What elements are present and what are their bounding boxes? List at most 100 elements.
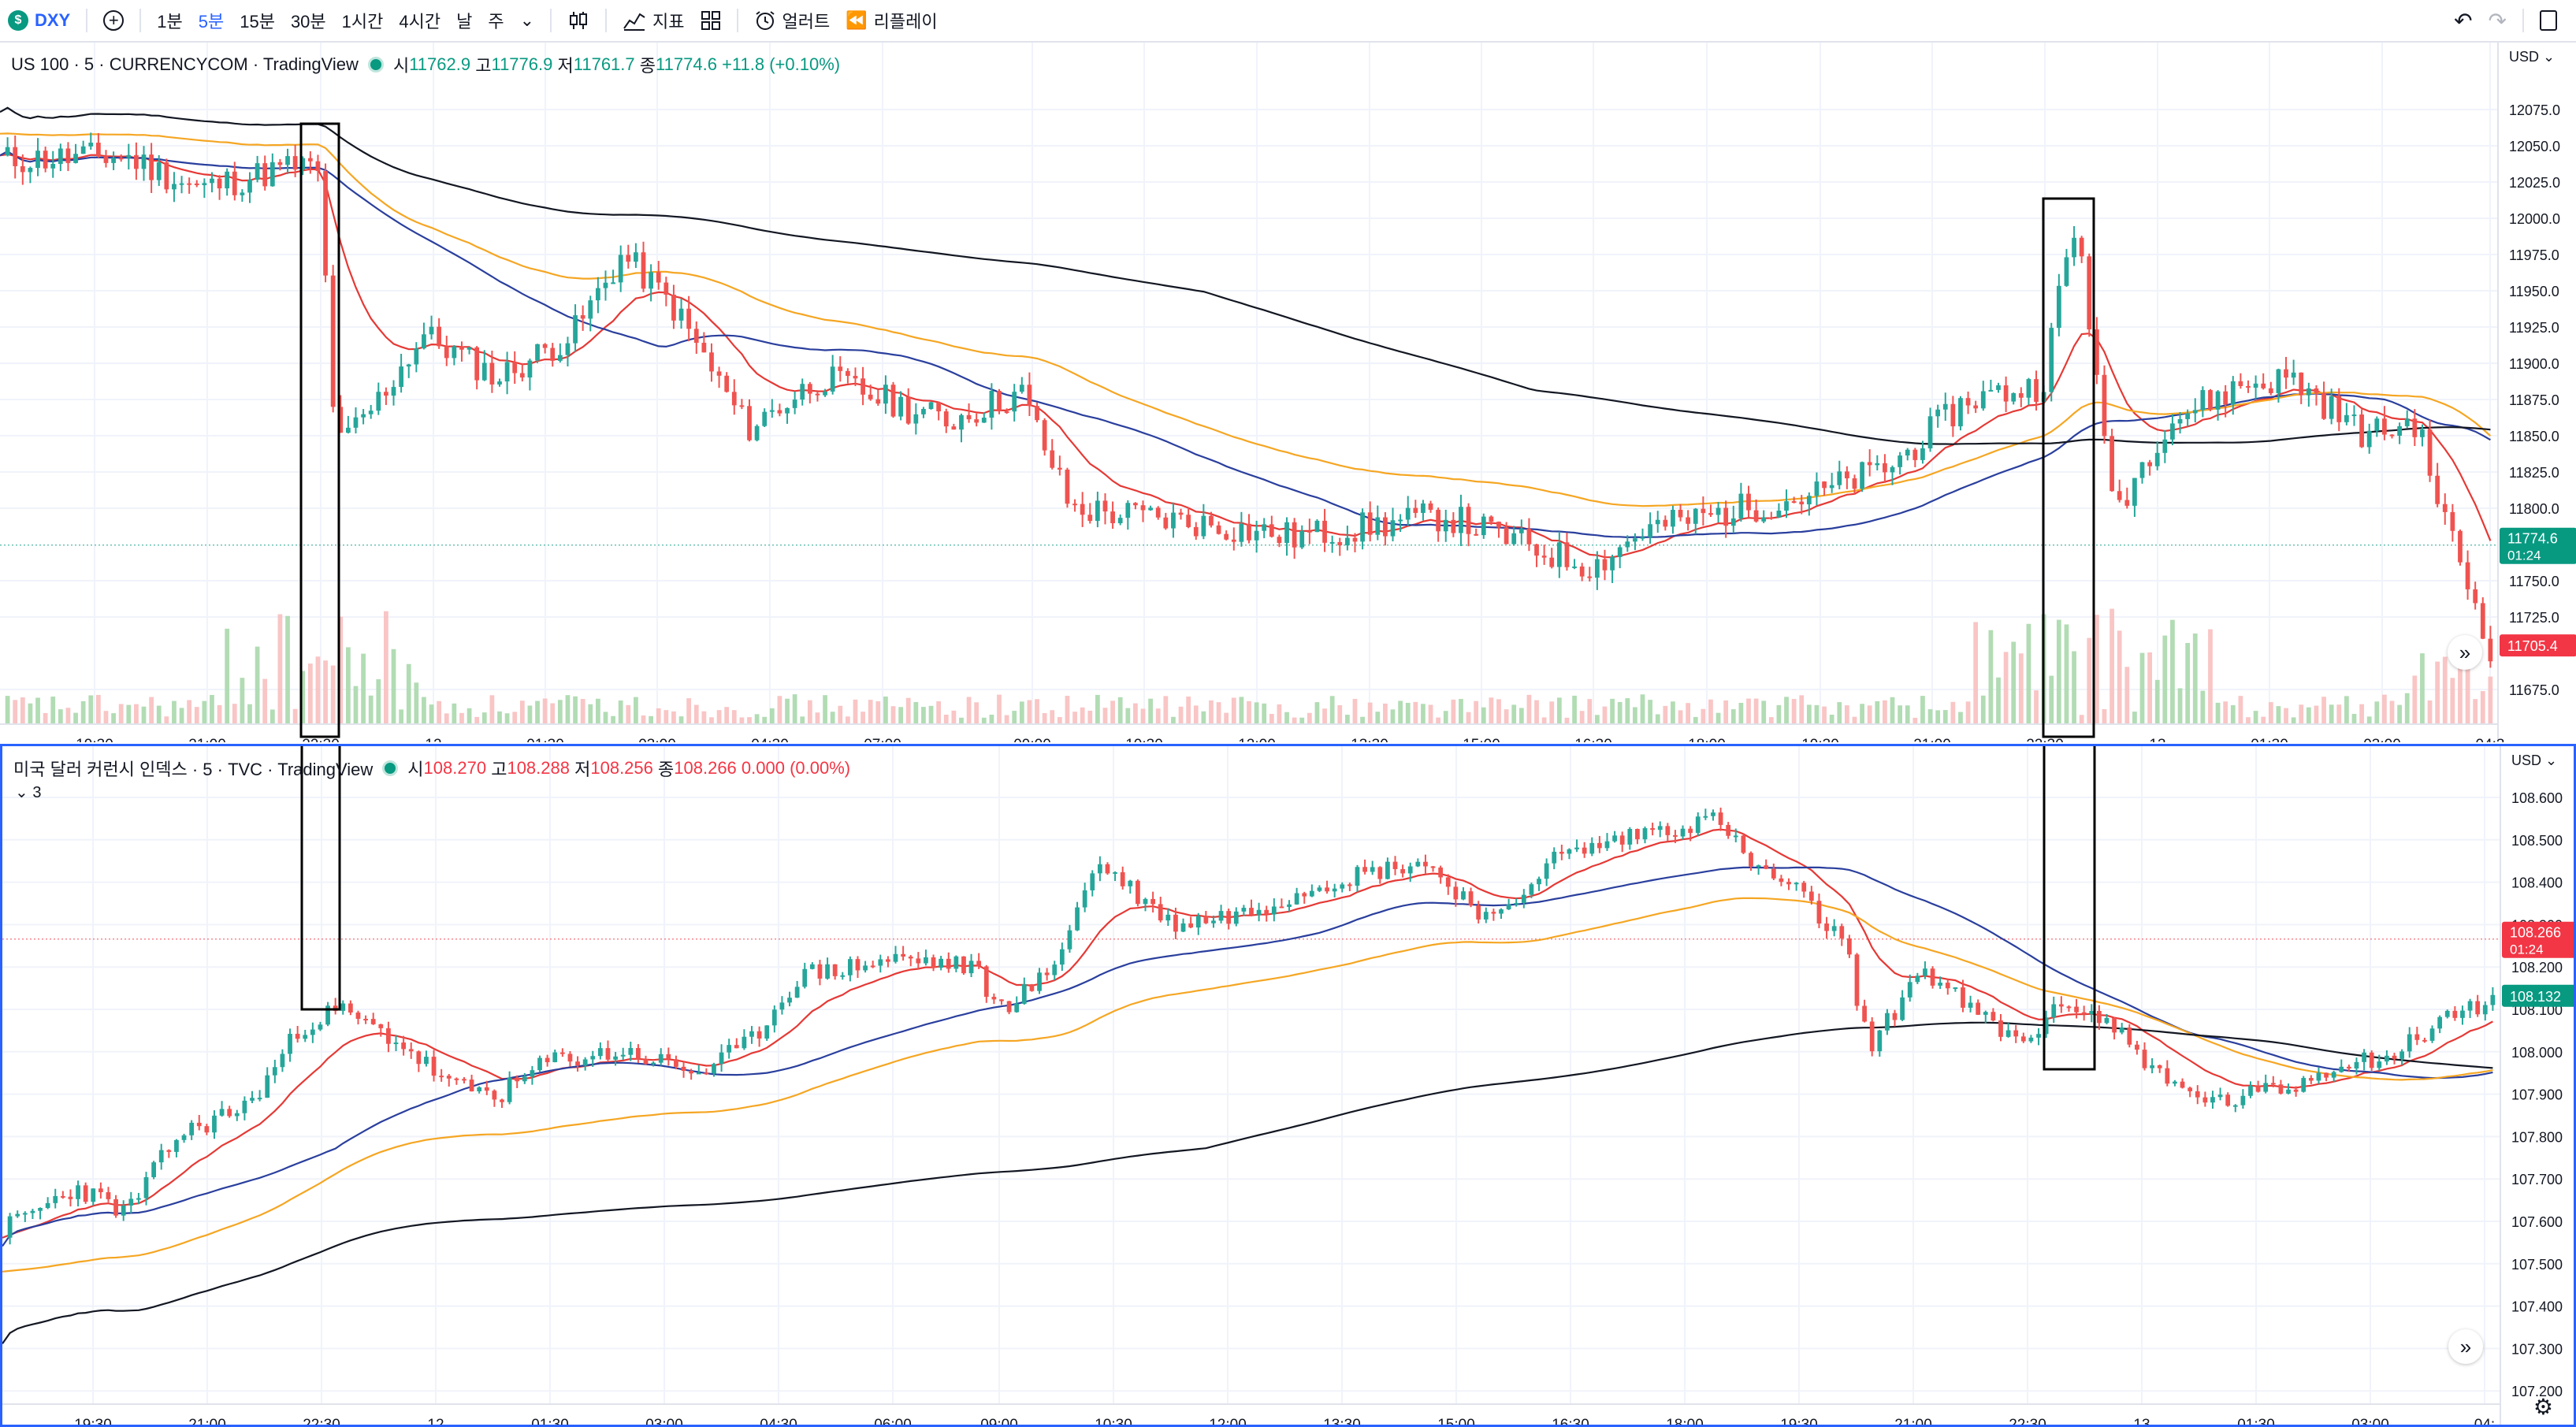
chart-pane-us100[interactable]: US 100 · 5 · CURRENCYCOM · TradingView 시… — [0, 43, 2576, 742]
time-tick-label: 13:30 — [1351, 737, 1388, 742]
volume-bar — [330, 665, 336, 724]
candle-body — [756, 1031, 762, 1039]
volume-bar — [1057, 717, 1062, 724]
candle-body — [1453, 886, 1459, 900]
volume-bar — [111, 713, 116, 724]
candle-body — [1935, 409, 1941, 417]
candle-body — [1082, 890, 1087, 908]
volume-bar — [1042, 712, 1047, 724]
fullscreen-button[interactable] — [2532, 0, 2576, 41]
volume-bar — [1837, 702, 1842, 724]
scroll-to-realtime-button[interactable]: » — [2448, 1329, 2483, 1364]
candle-body — [1771, 868, 1776, 879]
candle-body — [95, 143, 101, 157]
candle-body — [1178, 512, 1184, 515]
volume-bar — [1247, 700, 1251, 724]
candle-body — [1890, 466, 1895, 473]
time-tick-label: 21:00 — [1913, 737, 1951, 742]
replay-button[interactable]: ⏪ 리플레이 — [838, 0, 945, 41]
interval-4h[interactable]: 4시간 — [399, 12, 441, 32]
indicators-button[interactable]: 지표 — [615, 0, 692, 41]
time-tick-label: 12:00 — [1238, 737, 1276, 742]
candle-body — [1905, 449, 1910, 456]
candle-body — [870, 965, 875, 968]
legend-close: 108.266 — [674, 758, 737, 778]
volume-bar — [1867, 705, 1872, 724]
candle-body — [764, 1025, 770, 1039]
indicators-collapse-button[interactable]: ⌄ 3 — [15, 782, 41, 802]
candle-body — [825, 964, 830, 979]
compare-symbol-button[interactable]: + — [95, 0, 132, 41]
candle-body — [1307, 530, 1312, 533]
redo-button[interactable]: ↷ — [2481, 0, 2515, 41]
chart-type-button[interactable] — [559, 0, 597, 41]
candle-body — [1942, 403, 1948, 410]
volume-bar — [2329, 704, 2334, 724]
legend-c-label: 종 — [639, 56, 656, 76]
candle-body — [1133, 503, 1138, 506]
candle-body — [921, 409, 926, 414]
moving-average-line — [0, 153, 2492, 559]
candle-body — [280, 1054, 285, 1068]
candle-body — [2026, 379, 2031, 398]
chart-canvas-us100[interactable]: USD ⌄ 12075.0 12050.0 12025.0 12000.0 11975.0… — [0, 43, 2576, 742]
volume-bar — [1686, 703, 1691, 724]
rewind-icon: ⏪ — [846, 10, 868, 30]
volume-bar — [519, 700, 525, 724]
candle-body — [1786, 882, 1791, 885]
interval-week[interactable]: 주 — [488, 12, 504, 32]
volume-bar — [1474, 700, 1479, 724]
volume-bar — [1344, 715, 1350, 724]
candle-body — [1186, 515, 1191, 527]
price-badge-countdown: 01:24 — [2510, 942, 2544, 957]
alarm-clock-icon — [755, 11, 775, 30]
interval-day[interactable]: 날 — [456, 12, 473, 32]
volume-bar — [1671, 701, 1675, 724]
volume-bar — [13, 700, 18, 724]
volume-bar — [1284, 712, 1289, 724]
gear-icon[interactable]: ⚙ — [2533, 1395, 2553, 1419]
time-tick-label: 04:30 — [751, 737, 789, 742]
layouts-button[interactable] — [693, 0, 729, 41]
interval-15m[interactable]: 15분 — [240, 12, 275, 32]
candle-body — [2306, 388, 2311, 396]
candle-body — [1004, 411, 1009, 414]
volume-bar — [179, 708, 184, 724]
price-tick-label: 11875.0 — [2509, 392, 2559, 408]
candle-body — [2467, 1001, 2473, 1011]
interval-dropdown[interactable]: ⌄ — [512, 0, 542, 41]
chart-canvas-dxy[interactable]: USD ⌄108.600108.500108.400108.300108.200… — [2, 746, 2574, 1425]
plus-circle-icon: + — [103, 10, 125, 31]
candle-body — [227, 1109, 232, 1117]
interval-1h[interactable]: 1시간 — [341, 12, 384, 32]
candle-body — [1898, 455, 1903, 467]
candle-body — [1035, 406, 1039, 421]
candle-body — [353, 417, 359, 428]
volume-bar — [921, 707, 926, 724]
interval-1m[interactable]: 1분 — [157, 12, 183, 32]
interval-30m[interactable]: 30분 — [290, 12, 326, 32]
volume-bar — [739, 717, 745, 724]
candle-body — [1794, 883, 1799, 885]
volume-bar — [573, 696, 578, 724]
price-tick-label: 107.300 — [2511, 1341, 2563, 1357]
legend-close: 11774.6 — [656, 54, 717, 74]
scroll-to-realtime-button[interactable]: » — [2448, 635, 2482, 670]
candle-body — [2427, 429, 2433, 476]
interval-5m[interactable]: 5분 — [198, 12, 225, 32]
alert-button[interactable]: 얼러트 — [746, 0, 838, 41]
candle-body — [1814, 481, 1820, 496]
candle-body — [255, 163, 260, 180]
candle-body — [656, 272, 661, 283]
candle-body — [2087, 256, 2092, 330]
candle-body — [1014, 1003, 1020, 1013]
candle-body — [830, 366, 835, 392]
legend-title: 미국 달러 커런시 인덱스 · 5 · TVC · TradingView — [13, 760, 374, 779]
symbol-search-button[interactable]: $ DXY — [0, 0, 78, 41]
candle-body — [431, 1057, 437, 1076]
candle-body — [1125, 503, 1131, 518]
candle-body — [2407, 1034, 2412, 1052]
undo-button[interactable]: ↶ — [2446, 0, 2480, 41]
volume-bar — [1209, 700, 1214, 724]
